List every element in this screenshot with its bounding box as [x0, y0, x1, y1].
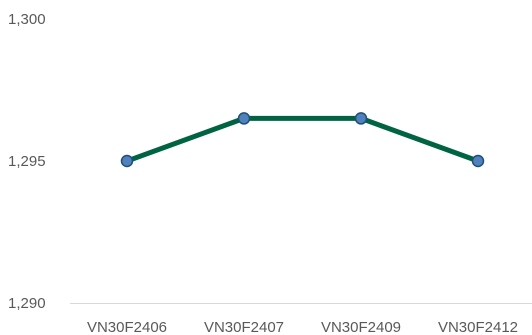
x-tick-label: VN30F2412 [438, 319, 518, 335]
x-axis-tick-labels: VN30F2406 VN30F2407 VN30F2409 VN30F2412 [87, 319, 518, 335]
x-tick-label: VN30F2409 [321, 319, 401, 335]
x-tick-label: VN30F2407 [204, 319, 284, 335]
x-tick-label: VN30F2406 [87, 319, 167, 335]
data-point-marker[interactable] [237, 112, 251, 125]
y-tick-label: 1,300 [8, 11, 46, 28]
y-tick-label: 1,290 [8, 295, 46, 312]
series-line [124, 115, 481, 164]
data-point-marker[interactable] [120, 154, 134, 168]
data-point-marker[interactable] [354, 112, 368, 125]
y-tick-label: 1,295 [8, 153, 46, 170]
data-point-marker[interactable] [471, 154, 485, 168]
y-axis-tick-labels: 1,290 1,295 1,300 [8, 11, 46, 312]
series-layer [120, 112, 485, 168]
